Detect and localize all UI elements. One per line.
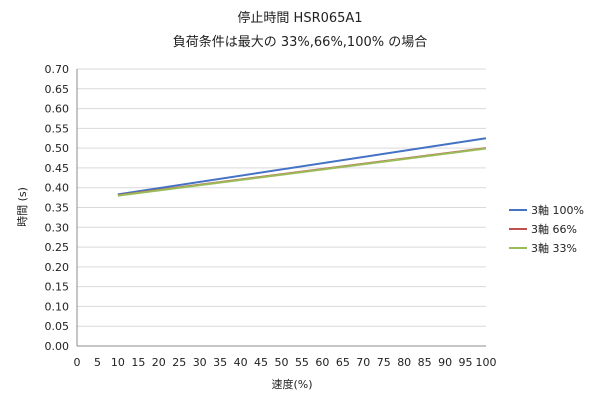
x-tick-label-20: 100 <box>476 356 497 369</box>
y-tick-label-10: 0.50 <box>45 142 70 155</box>
y-tick-label-0: 0.00 <box>45 340 70 353</box>
x-tick-label-5: 25 <box>172 356 186 369</box>
y-tick-label-3: 0.15 <box>45 281 70 294</box>
axes <box>76 69 486 347</box>
x-tick-label-18: 90 <box>438 356 452 369</box>
y-axis-label: 時間 (s) <box>16 187 29 227</box>
x-tick-label-19: 95 <box>459 356 473 369</box>
series-line-0 <box>117 137 487 196</box>
series-lines <box>117 137 487 197</box>
y-tick-label-9: 0.45 <box>45 162 70 175</box>
x-tick-label-11: 55 <box>295 356 309 369</box>
y-tick-label-4: 0.20 <box>45 261 70 274</box>
x-tick-label-3: 15 <box>131 356 145 369</box>
chart-title: 停止時間 HSR065A1 <box>237 10 362 26</box>
x-tick-label-6: 30 <box>193 356 207 369</box>
legend: 3軸 100% 3軸 66% 3軸 33% <box>509 203 584 255</box>
x-tick-label-7: 35 <box>213 356 227 369</box>
y-tick-label-6: 0.30 <box>45 221 70 234</box>
x-tick-label-8: 40 <box>234 356 248 369</box>
y-tick-label-8: 0.40 <box>45 182 70 195</box>
y-tick-label-14: 0.70 <box>45 63 70 76</box>
y-tick-label-7: 0.35 <box>45 202 70 215</box>
x-tick-label-10: 50 <box>275 356 289 369</box>
x-tick-label-13: 65 <box>336 356 350 369</box>
x-tick-labels: 0 5 10 15 20 25 30 35 40 45 50 55 60 65 70 75 80 85 90 95 10… <box>74 356 497 369</box>
legend-label-2: 3軸 33% <box>531 241 577 255</box>
x-tick-label-0: 0 <box>74 356 81 369</box>
y-tick-labels: 0.00 0.05 0.10 0.15 0.20 0.25 0.30 0.35 0.40 0.45… <box>45 63 70 353</box>
y-tick-label-11: 0.55 <box>45 122 70 135</box>
series-line-2 <box>117 147 487 197</box>
x-tick-label-12: 60 <box>315 356 329 369</box>
x-axis-label: 速度(%) <box>271 377 312 391</box>
y-tick-label-5: 0.25 <box>45 241 70 254</box>
y-tick-label-2: 0.10 <box>45 300 70 313</box>
x-tick-label-16: 80 <box>397 356 411 369</box>
legend-label-1: 3軸 66% <box>531 222 577 236</box>
x-tick-label-9: 45 <box>254 356 268 369</box>
legend-label-0: 3軸 100% <box>531 203 584 217</box>
y-tick-label-13: 0.65 <box>45 83 70 96</box>
x-tick-label-15: 75 <box>377 356 391 369</box>
x-tick-label-14: 70 <box>356 356 370 369</box>
y-tick-label-12: 0.60 <box>45 103 70 116</box>
chart-subtitle: 負荷条件は最大の 33%,66%,100% の場合 <box>173 34 427 50</box>
x-tick-label-17: 85 <box>418 356 432 369</box>
x-tick-label-4: 20 <box>152 356 166 369</box>
x-tick-label-1: 5 <box>94 356 101 369</box>
x-tick-label-2: 10 <box>111 356 125 369</box>
y-tick-label-1: 0.05 <box>45 320 70 333</box>
gridlines <box>77 68 486 327</box>
